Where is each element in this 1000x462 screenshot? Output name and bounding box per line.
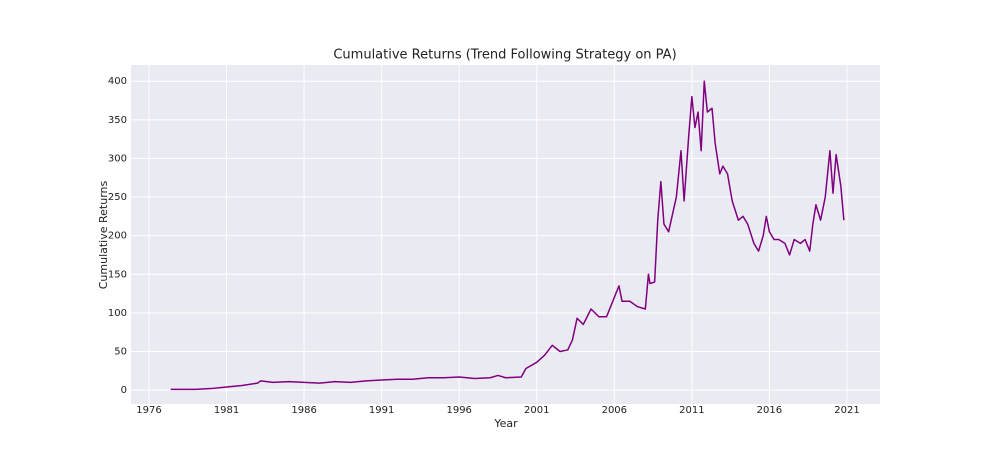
y-tick-label: 350 <box>108 115 127 126</box>
x-tick-label: 1981 <box>214 405 239 416</box>
x-tick-label: 2016 <box>757 405 782 416</box>
x-tick-label: 2001 <box>524 405 549 416</box>
data-line <box>170 80 845 391</box>
x-tick-label: 2006 <box>602 405 627 416</box>
y-tick-label: 300 <box>108 153 127 164</box>
y-tick-label: 100 <box>108 308 127 319</box>
x-tick-label: 1996 <box>446 405 471 416</box>
x-tick-label: 2021 <box>834 405 859 416</box>
y-tick-label: 50 <box>114 346 127 357</box>
x-axis-label: Year <box>493 417 518 430</box>
y-tick-label: 0 <box>121 385 127 396</box>
x-tick-label: 1991 <box>369 405 394 416</box>
y-tick-label: 200 <box>108 231 127 242</box>
x-tick-label: 1976 <box>136 405 161 416</box>
x-tick-label: 2011 <box>679 405 704 416</box>
plot-area <box>131 65 880 404</box>
x-tick-label: 1986 <box>291 405 316 416</box>
y-tick-label: 250 <box>108 192 127 203</box>
y-axis-label: Cumulative Returns <box>97 180 110 289</box>
y-tick-label: 150 <box>108 269 127 280</box>
chart-title: Cumulative Returns (Trend Following Stra… <box>333 48 676 63</box>
y-tick-label: 400 <box>108 76 127 87</box>
